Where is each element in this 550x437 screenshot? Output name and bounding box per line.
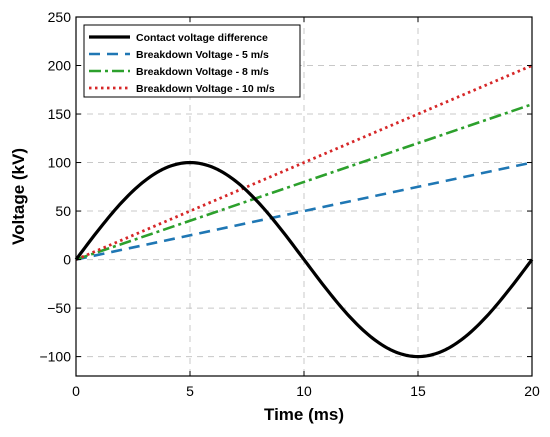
series-line [74, 160, 534, 359]
y-axis-title: Voltage (kV) [9, 148, 28, 245]
series-lines [74, 64, 534, 359]
x-tick-label: 20 [524, 383, 540, 399]
legend-label: Contact voltage difference [136, 32, 268, 44]
y-tick-label: −100 [39, 349, 71, 365]
axis-ticks: 0 5 10 15 20 −100 −50 0 50 100 150 200 250 [39, 9, 540, 399]
series-line [75, 103, 533, 261]
x-tick-label: 10 [296, 383, 312, 399]
y-tick-label: 0 [63, 252, 71, 268]
y-tick-label: 250 [48, 9, 72, 25]
grid-lines [76, 17, 532, 376]
legend-label: Breakdown Voltage - 5 m/s [136, 49, 269, 61]
legend: Contact voltage difference Breakdown Volt… [83, 24, 301, 98]
y-tick-label: 100 [48, 155, 72, 171]
x-tick-label: 15 [410, 383, 426, 399]
y-tick-label: 50 [55, 203, 71, 219]
y-tick-label: −50 [47, 300, 71, 316]
legend-label: Breakdown Voltage - 10 m/s [136, 83, 275, 95]
y-tick-label: 200 [48, 58, 72, 74]
x-tick-label: 5 [186, 383, 194, 399]
legend-label: Breakdown Voltage - 8 m/s [136, 66, 269, 78]
series-line [75, 161, 533, 261]
x-tick-label: 0 [72, 383, 80, 399]
series-line [75, 64, 533, 261]
x-axis-title: Time (ms) [264, 405, 344, 424]
y-tick-label: 150 [48, 106, 72, 122]
